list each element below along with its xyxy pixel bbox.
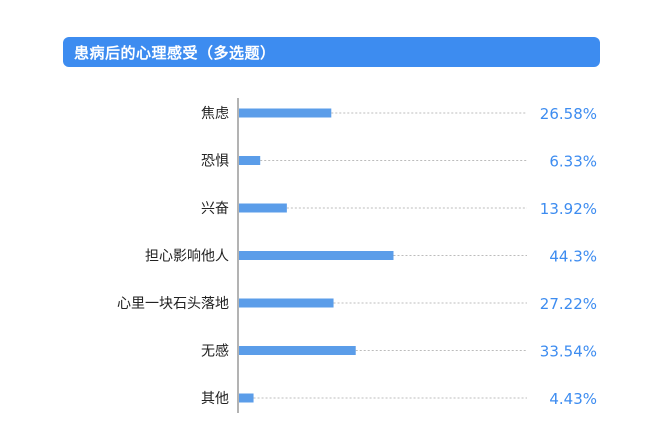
category-label: 兴奋 (201, 201, 229, 217)
category-label: 恐惧 (201, 154, 229, 170)
bar (239, 108, 332, 118)
chart-title: 患病后的心理感受（多选题） (74, 43, 276, 62)
value-label: 4.43% (549, 390, 597, 408)
chart-title-bar: 患病后的心理感受（多选题） (63, 37, 600, 67)
bar (239, 156, 261, 165)
bar (239, 203, 287, 213)
bar (239, 393, 254, 403)
value-label: 6.33% (549, 153, 597, 171)
value-label: 27.22% (540, 295, 597, 313)
value-label: 13.92% (540, 200, 597, 218)
value-label: 33.54% (540, 343, 597, 361)
category-label: 担心影响他人 (145, 249, 229, 265)
bar (239, 346, 356, 355)
category-label: 其他 (201, 391, 229, 407)
value-label: 26.58% (540, 105, 597, 123)
category-label: 心里一块石头落地 (117, 296, 229, 312)
category-label: 无感 (201, 343, 229, 360)
category-label: 焦虑 (201, 106, 229, 122)
bar (239, 251, 394, 260)
value-label: 44.3% (549, 248, 597, 266)
bar (239, 298, 334, 308)
